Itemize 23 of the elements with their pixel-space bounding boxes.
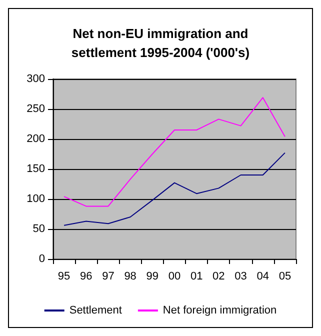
x-tick-label: 04 (256, 270, 269, 282)
x-tick-label: 99 (146, 270, 159, 282)
x-tick-label: 03 (234, 270, 247, 282)
x-tick-label: 00 (168, 270, 181, 282)
y-tick-label: 50 (32, 223, 45, 235)
chart-title: Net non-EU immigration and settlement 1995-2004 ('000's) (71, 26, 250, 60)
y-tick-label: 250 (26, 103, 45, 115)
y-tick-label: 100 (26, 193, 45, 205)
legend-label: Net foreign immigration (162, 304, 277, 316)
line-series (64, 97, 286, 207)
legend-label: Settlement (69, 304, 122, 316)
x-tick-label: 05 (278, 270, 292, 282)
line-series (64, 152, 286, 226)
x-tick-label: 96 (80, 270, 92, 282)
x-tick-label: 01 (190, 270, 203, 282)
y-tick-label: 150 (26, 163, 45, 175)
y-tick-label: 300 (26, 73, 45, 85)
x-tick-label: 95 (58, 270, 70, 282)
y-tick-label: 0 (38, 253, 45, 265)
y-tick-label: 200 (26, 133, 45, 145)
x-tick-label: 98 (124, 270, 136, 282)
x-tick-label: 97 (102, 270, 114, 282)
x-tick-label: 02 (212, 270, 225, 282)
